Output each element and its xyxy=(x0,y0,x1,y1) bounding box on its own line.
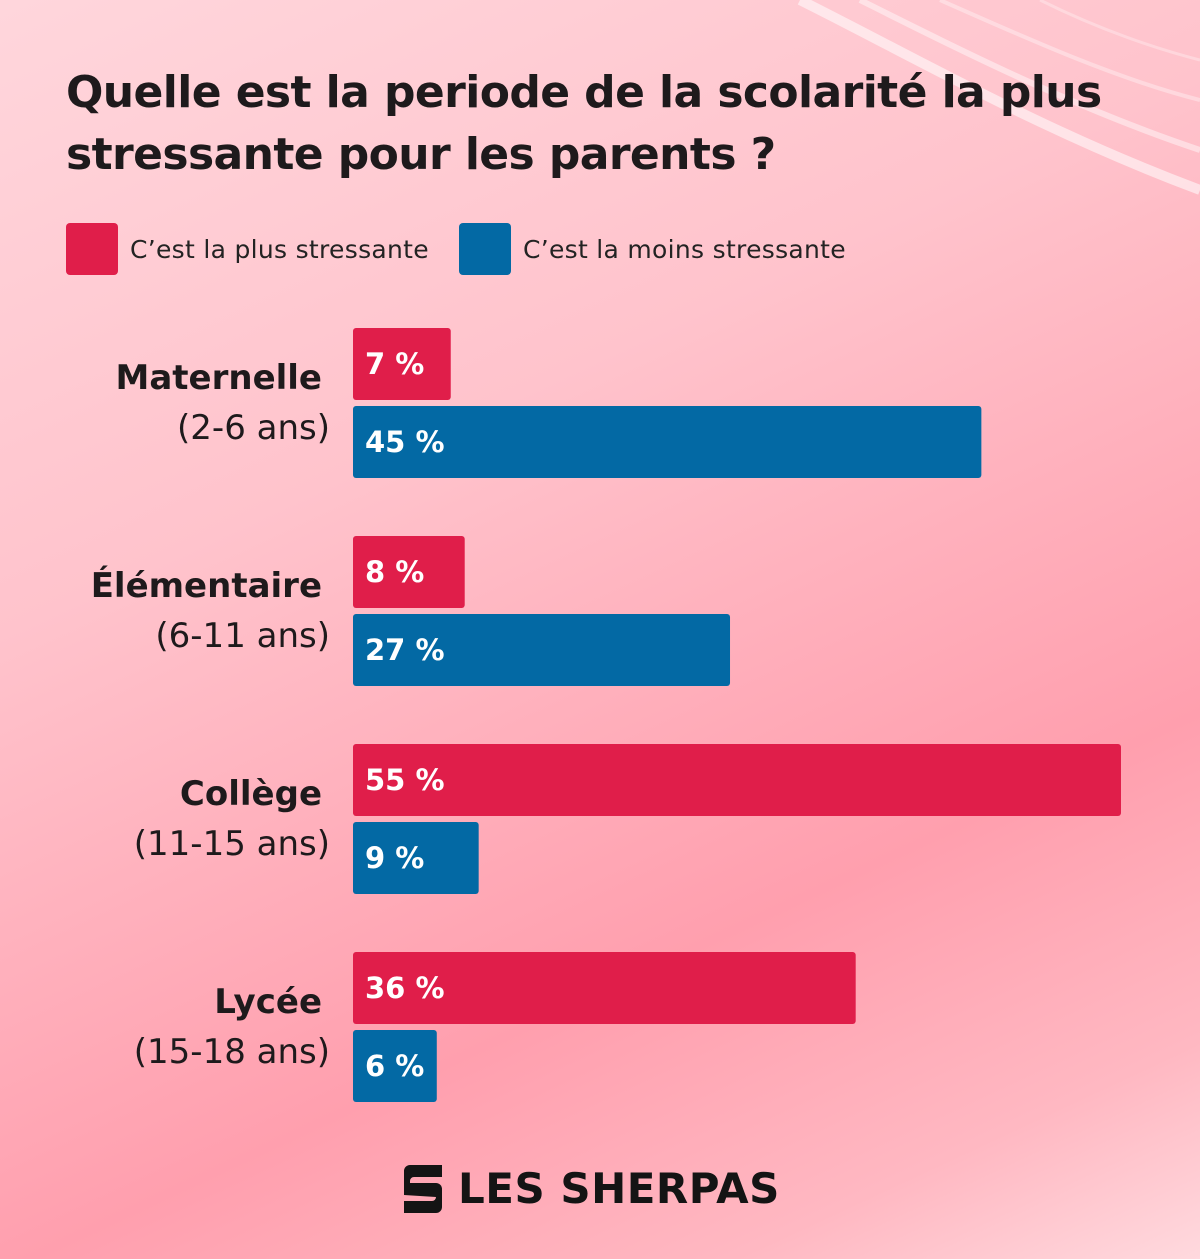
data-label: 9 % xyxy=(365,841,424,875)
data-label: 45 % xyxy=(365,425,445,459)
category-age-label: (11-15 ans) xyxy=(134,824,330,864)
legend-item-most: C’est la plus stressante xyxy=(66,223,429,275)
category-age-label: (6-11 ans) xyxy=(155,616,330,656)
category-label: Collège xyxy=(180,774,322,814)
data-label: 8 % xyxy=(365,555,424,589)
data-label: 36 % xyxy=(365,971,445,1005)
legend-label-most: C’est la plus stressante xyxy=(130,234,429,264)
data-label: 6 % xyxy=(365,1049,424,1083)
bar-most-stressful xyxy=(353,328,451,400)
category-age-label: (2-6 ans) xyxy=(177,408,330,448)
legend-swatch-most xyxy=(66,223,118,275)
sherpas-logo-icon xyxy=(404,1164,442,1213)
brand-logo: LES SHERPAS xyxy=(404,1164,780,1213)
chart-title: Quelle est la periode de la scolarité la… xyxy=(66,67,1102,180)
bar-most-stressful xyxy=(353,952,856,1024)
legend-item-least: C’est la moins stressante xyxy=(458,223,846,275)
legend: C’est la plus stressante C’est la moins … xyxy=(66,223,876,275)
bar-least-stressful xyxy=(353,1030,437,1102)
brand-name: LES SHERPAS xyxy=(458,1164,780,1213)
legend-swatch-least xyxy=(458,223,511,275)
bar-most-stressful xyxy=(353,744,1121,816)
data-label: 27 % xyxy=(365,633,445,667)
data-label: 7 % xyxy=(365,347,424,381)
data-label: 55 % xyxy=(365,763,445,797)
category-label: Élémentaire xyxy=(91,565,322,606)
bar-least-stressful xyxy=(353,614,731,686)
category-label: Lycée xyxy=(214,982,322,1022)
category-age-label: (15-18 ans) xyxy=(134,1032,330,1072)
bar-least-stressful xyxy=(353,822,479,894)
legend-label-least: C’est la moins stressante xyxy=(522,234,846,264)
bar-most-stressful xyxy=(353,536,465,608)
bar-least-stressful xyxy=(353,406,982,478)
category-label: Maternelle xyxy=(116,358,323,398)
